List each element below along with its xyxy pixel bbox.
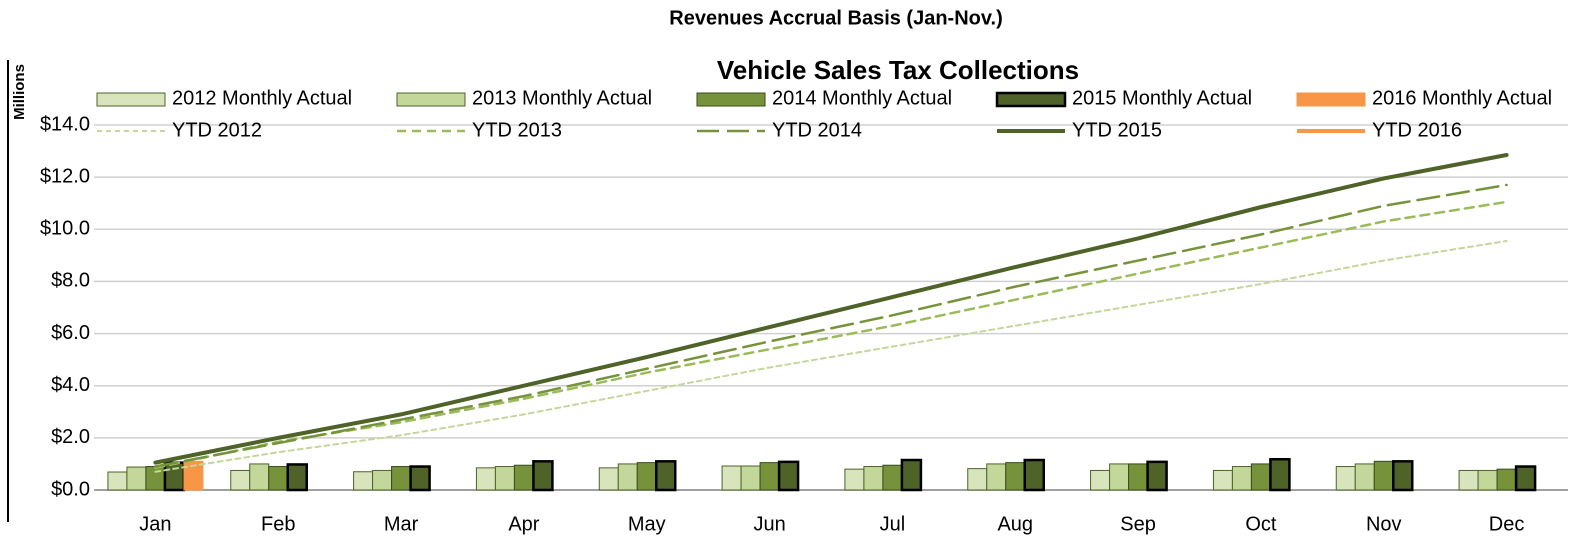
bar xyxy=(1128,463,1149,491)
bar xyxy=(863,466,884,491)
legend-label: 2016 Monthly Actual xyxy=(1372,87,1552,109)
bar xyxy=(655,460,677,492)
legend-label: YTD 2016 xyxy=(1372,119,1462,141)
x-tick-label: Jun xyxy=(753,513,785,535)
bar xyxy=(1269,457,1291,492)
bar xyxy=(1392,460,1414,492)
legend-swatch xyxy=(96,92,166,107)
bar xyxy=(286,463,308,492)
legend-label: 2014 Monthly Actual xyxy=(772,87,952,109)
bar xyxy=(721,465,742,491)
chart-subtitle: Vehicle Sales Tax Collections xyxy=(717,55,1079,85)
bar xyxy=(249,463,270,491)
bar xyxy=(740,465,761,491)
x-tick-label: Jan xyxy=(139,513,171,535)
bar xyxy=(1231,466,1252,491)
ytd-line xyxy=(154,200,1508,470)
x-tick-label: Feb xyxy=(261,513,295,535)
y-tick-label: $8.0 xyxy=(51,270,90,292)
x-tick-label: May xyxy=(628,513,666,535)
y-axis-label: Millions xyxy=(11,64,28,120)
bar xyxy=(532,460,554,492)
bar xyxy=(1146,460,1168,492)
bar xyxy=(900,458,923,492)
bar xyxy=(1212,469,1233,491)
bar xyxy=(1335,466,1356,491)
bar xyxy=(967,468,988,491)
y-tick-label: $2.0 xyxy=(51,426,90,448)
bar xyxy=(1514,465,1537,492)
bar xyxy=(844,468,865,491)
y-tick-label: $14.0 xyxy=(40,113,90,135)
bar xyxy=(475,467,496,491)
y-tick-label: $4.0 xyxy=(51,374,90,396)
bar xyxy=(1354,463,1375,491)
legend-label: YTD 2015 xyxy=(1072,119,1162,141)
bar xyxy=(598,467,619,491)
y-tick-label: $10.0 xyxy=(40,218,90,240)
legend-label: YTD 2013 xyxy=(472,119,562,141)
x-tick-label: Aug xyxy=(997,513,1033,535)
legend-swatch xyxy=(696,92,766,107)
x-tick-label: Apr xyxy=(508,513,539,535)
bar xyxy=(1373,460,1394,491)
y-tick-label: $0.0 xyxy=(51,478,90,500)
bar xyxy=(986,463,1007,491)
bar xyxy=(636,462,657,491)
x-tick-label: Nov xyxy=(1366,513,1402,535)
legend-label: YTD 2012 xyxy=(172,119,262,141)
bar xyxy=(163,461,186,492)
y-tick-label: $6.0 xyxy=(51,322,90,344)
y-tick-label: $12.0 xyxy=(40,165,90,187)
bar xyxy=(1250,463,1271,491)
bar xyxy=(268,466,289,491)
legend-label: 2015 Monthly Actual xyxy=(1072,87,1252,109)
bar xyxy=(1477,469,1498,491)
bar xyxy=(777,460,800,492)
bar xyxy=(183,460,204,491)
bar xyxy=(759,462,780,491)
legend-swatch xyxy=(995,91,1067,108)
bar xyxy=(1090,469,1111,491)
x-tick-label: Oct xyxy=(1245,513,1277,535)
x-tick-label: Sep xyxy=(1120,513,1156,535)
bar xyxy=(126,466,147,491)
bar xyxy=(1023,458,1045,492)
ytd-line xyxy=(154,183,1508,468)
legend-swatch xyxy=(396,92,466,107)
x-tick-label: Mar xyxy=(384,513,419,535)
bar xyxy=(1458,469,1479,491)
bar xyxy=(494,466,515,491)
bar xyxy=(145,466,166,491)
bar xyxy=(107,471,128,491)
legend-label: 2013 Monthly Actual xyxy=(472,87,652,109)
ytd-line xyxy=(154,240,1508,473)
bar xyxy=(1005,462,1026,491)
legend-swatch xyxy=(1296,92,1366,107)
bar xyxy=(230,469,251,491)
bar xyxy=(391,466,412,491)
legend-label: 2012 Monthly Actual xyxy=(172,87,352,109)
bar xyxy=(1109,463,1130,491)
bar xyxy=(882,464,903,491)
x-tick-label: Dec xyxy=(1489,513,1525,535)
bar xyxy=(617,463,638,491)
bar xyxy=(1496,468,1517,491)
chart-title: Revenues Accrual Basis (Jan-Nov.) xyxy=(669,7,1002,29)
bar xyxy=(409,465,431,492)
ytd-line xyxy=(153,152,1509,465)
bar xyxy=(513,464,534,491)
x-tick-label: Jul xyxy=(880,513,906,535)
bar xyxy=(372,469,393,491)
legend-label: YTD 2014 xyxy=(772,119,862,141)
bar xyxy=(353,471,374,491)
